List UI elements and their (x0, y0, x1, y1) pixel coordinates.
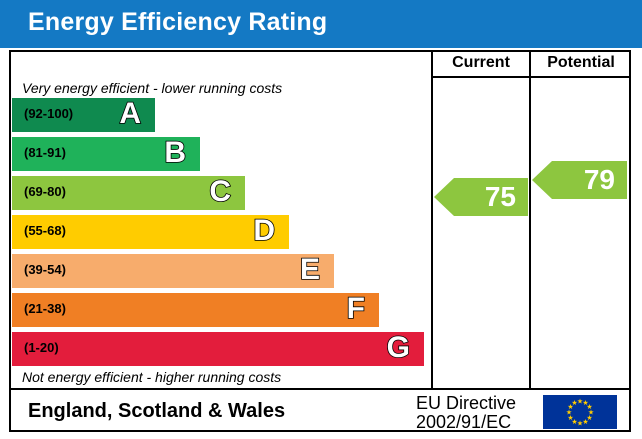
rating-frame (9, 50, 631, 432)
eu-star-icon: ★ (566, 409, 572, 417)
eu-star-icon: ★ (582, 418, 588, 426)
band-range-label: (55-68) (24, 223, 66, 238)
band-e: (39-54) E (12, 252, 334, 288)
band-letter: B (164, 135, 187, 170)
eu-star-icon: ★ (571, 418, 577, 426)
column-divider-current (431, 50, 433, 390)
band-letter: D (253, 213, 276, 248)
potential-column-header: Potential (547, 54, 615, 71)
eu-star-icon: ★ (577, 420, 583, 428)
bottom-note: Not energy efficient - higher running co… (22, 369, 282, 385)
eu-star-icon: ★ (567, 403, 573, 411)
band-range-label: (1-20) (24, 340, 59, 355)
band-f: (21-38) F (12, 291, 379, 327)
current-arrow-shape (434, 178, 528, 216)
directive-line-1: EU Directive (416, 393, 517, 413)
eu-star-icon: ★ (577, 398, 583, 406)
band-a: (92-100) A (12, 96, 155, 132)
band-range-label: (21-38) (24, 301, 66, 316)
potential-arrow-shape (532, 161, 627, 199)
band-c: (69-80) C (12, 174, 245, 210)
current-rating-value: 75 (484, 181, 516, 212)
eu-flag-icon: ★ ★ ★ ★ ★ ★ ★ ★ ★ ★ ★ ★ (543, 395, 617, 429)
eu-star-icon: ★ (571, 399, 577, 407)
header-rule (431, 76, 631, 78)
eu-star-icon: ★ (586, 414, 592, 422)
band-letter: G (386, 330, 411, 365)
eu-star-icon: ★ (588, 409, 594, 417)
potential-rating-arrow: 79 (532, 161, 627, 199)
title-bar: Energy Efficiency Rating (0, 0, 642, 48)
band-letter: F (346, 291, 366, 326)
band-d: (55-68) D (12, 213, 289, 249)
current-rating-arrow: 75 (434, 178, 528, 216)
current-column-header: Current (452, 54, 510, 71)
band-letter: A (119, 96, 142, 131)
band-letter: E (299, 252, 321, 287)
potential-rating-value: 79 (583, 164, 615, 195)
top-note: Very energy efficient - lower running co… (22, 80, 283, 96)
footer-rule (9, 388, 631, 390)
band-range-label: (92-100) (24, 106, 74, 121)
directive-line-2: 2002/91/EC (416, 412, 512, 432)
eu-star-icon: ★ (582, 399, 588, 407)
band-letter: C (209, 174, 232, 209)
eu-star-icon: ★ (586, 403, 592, 411)
chart-title: Energy Efficiency Rating (28, 8, 328, 36)
eu-star-icon: ★ (567, 414, 573, 422)
band-range-label: (69-80) (24, 184, 66, 199)
region-label: England, Scotland & Wales (28, 400, 286, 422)
band-g: (1-20) G (12, 330, 424, 366)
column-divider-potential (529, 50, 531, 390)
band-range-label: (81-91) (24, 145, 66, 160)
band-b: (81-91) B (12, 135, 200, 171)
band-range-label: (39-54) (24, 262, 66, 277)
